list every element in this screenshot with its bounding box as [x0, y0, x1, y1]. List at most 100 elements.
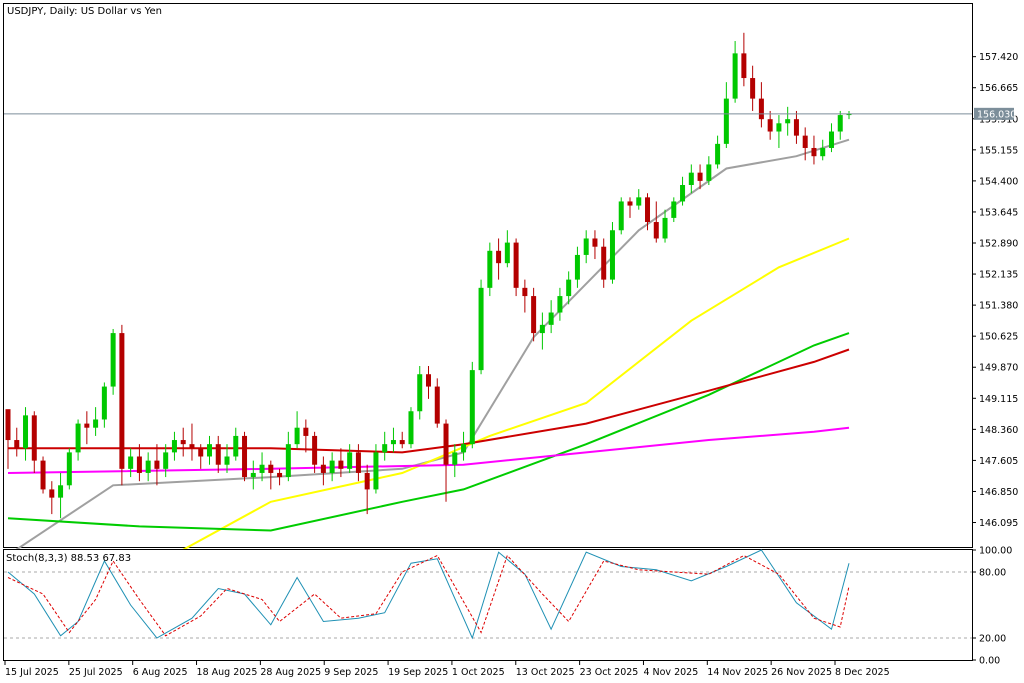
time-tick-label: 28 Aug 2025	[260, 667, 321, 678]
candle	[741, 32, 747, 87]
candle	[320, 456, 326, 486]
candle-body	[636, 197, 642, 206]
price-tick-label: 153.645	[979, 207, 1018, 218]
moving-average-line	[7, 332, 850, 532]
candle	[750, 65, 756, 111]
stoch-line	[7, 549, 850, 640]
price-tick-label: 148.360	[979, 425, 1018, 436]
candle	[5, 409, 11, 469]
candle-body	[758, 98, 764, 120]
stoch-lines	[7, 549, 850, 640]
candle	[373, 444, 379, 494]
candle-body	[31, 415, 37, 461]
candle-body	[373, 452, 379, 490]
candle-body	[198, 448, 204, 457]
candle	[618, 197, 624, 235]
chart-title: USDJPY, Daily: US Dollar vs Yen	[7, 6, 162, 17]
time-tick-label: 19 Sep 2025	[388, 667, 448, 678]
candle-body	[233, 435, 239, 457]
candle	[574, 246, 580, 288]
candle-body	[58, 485, 64, 498]
stoch-plot-frame	[3, 549, 973, 661]
price-tick-label: 155.155	[979, 145, 1018, 156]
candle	[680, 176, 686, 206]
candle-body	[461, 444, 467, 453]
candle	[171, 431, 177, 461]
candle-body	[355, 452, 361, 473]
candle	[180, 427, 186, 457]
candle	[820, 139, 826, 161]
candle-body	[329, 460, 335, 473]
candle-body	[259, 464, 265, 473]
candle	[408, 407, 414, 449]
candle	[732, 41, 738, 103]
candle	[198, 444, 204, 469]
candle-body	[128, 456, 134, 469]
candle-body	[504, 242, 510, 264]
candle-body	[40, 460, 46, 490]
candlesticks	[5, 32, 852, 519]
candle	[329, 452, 335, 482]
candle-body	[277, 472, 283, 478]
candle	[294, 411, 300, 449]
candle	[601, 238, 607, 288]
candle	[487, 242, 493, 297]
candle	[14, 427, 20, 457]
current-price-line: 156.030	[4, 107, 1016, 120]
moving-average-line	[8, 348, 850, 454]
candle	[531, 287, 537, 342]
price-tick-label: 149.115	[979, 394, 1018, 405]
candle	[58, 472, 64, 519]
candle	[233, 427, 239, 461]
candle-body	[66, 452, 72, 486]
price-tick-label: 146.095	[979, 518, 1018, 529]
candle-body	[478, 287, 484, 371]
candle	[697, 164, 703, 190]
stochastic-panel: 100.00 80.00 20.00 0.00 Stoch(8,3,3) 88.53 …	[3, 546, 1012, 667]
candle-body	[627, 201, 633, 206]
candle-body	[715, 143, 721, 165]
candle-body	[452, 452, 458, 465]
candle-body	[426, 374, 431, 387]
current-price-badge	[974, 107, 1014, 120]
candle-body	[601, 246, 607, 280]
stoch-axis: 100.00 80.00 20.00 0.00	[4, 546, 1012, 667]
candle-body	[793, 119, 799, 136]
candle-body	[618, 201, 624, 231]
candle	[145, 452, 151, 482]
candle	[758, 82, 764, 128]
moving-average-line	[165, 237, 850, 561]
candle	[583, 230, 589, 264]
candle	[128, 448, 134, 478]
candle-body	[320, 464, 326, 473]
candle	[268, 460, 274, 490]
candle-body	[583, 238, 589, 255]
candle-body	[574, 254, 580, 280]
candle-body	[750, 78, 756, 99]
candle-body	[785, 119, 791, 124]
candle	[785, 106, 791, 136]
candle-body	[732, 53, 738, 99]
price-axis: 157.420156.665155.910155.155154.400153.6…	[972, 52, 1018, 529]
candle	[40, 456, 46, 494]
candle	[566, 271, 572, 305]
candle-body	[566, 279, 572, 297]
candle-body	[688, 172, 694, 185]
candle-body	[154, 460, 160, 469]
price-tick-label: 152.890	[979, 239, 1018, 250]
stoch-title: Stoch(8,3,3) 88.53 67.83	[6, 553, 131, 564]
candle	[119, 324, 125, 486]
candle	[802, 127, 808, 161]
candle-body	[767, 119, 773, 132]
candle-body	[294, 427, 300, 445]
candle	[136, 444, 142, 482]
price-tick-label: 154.400	[979, 176, 1018, 187]
candle	[31, 411, 37, 473]
candle-body	[23, 415, 29, 449]
candle	[557, 287, 563, 321]
candle	[776, 115, 782, 148]
candle-body	[408, 411, 414, 445]
candle-body	[338, 460, 344, 469]
candle-body	[671, 201, 677, 218]
candle-body	[242, 435, 248, 478]
